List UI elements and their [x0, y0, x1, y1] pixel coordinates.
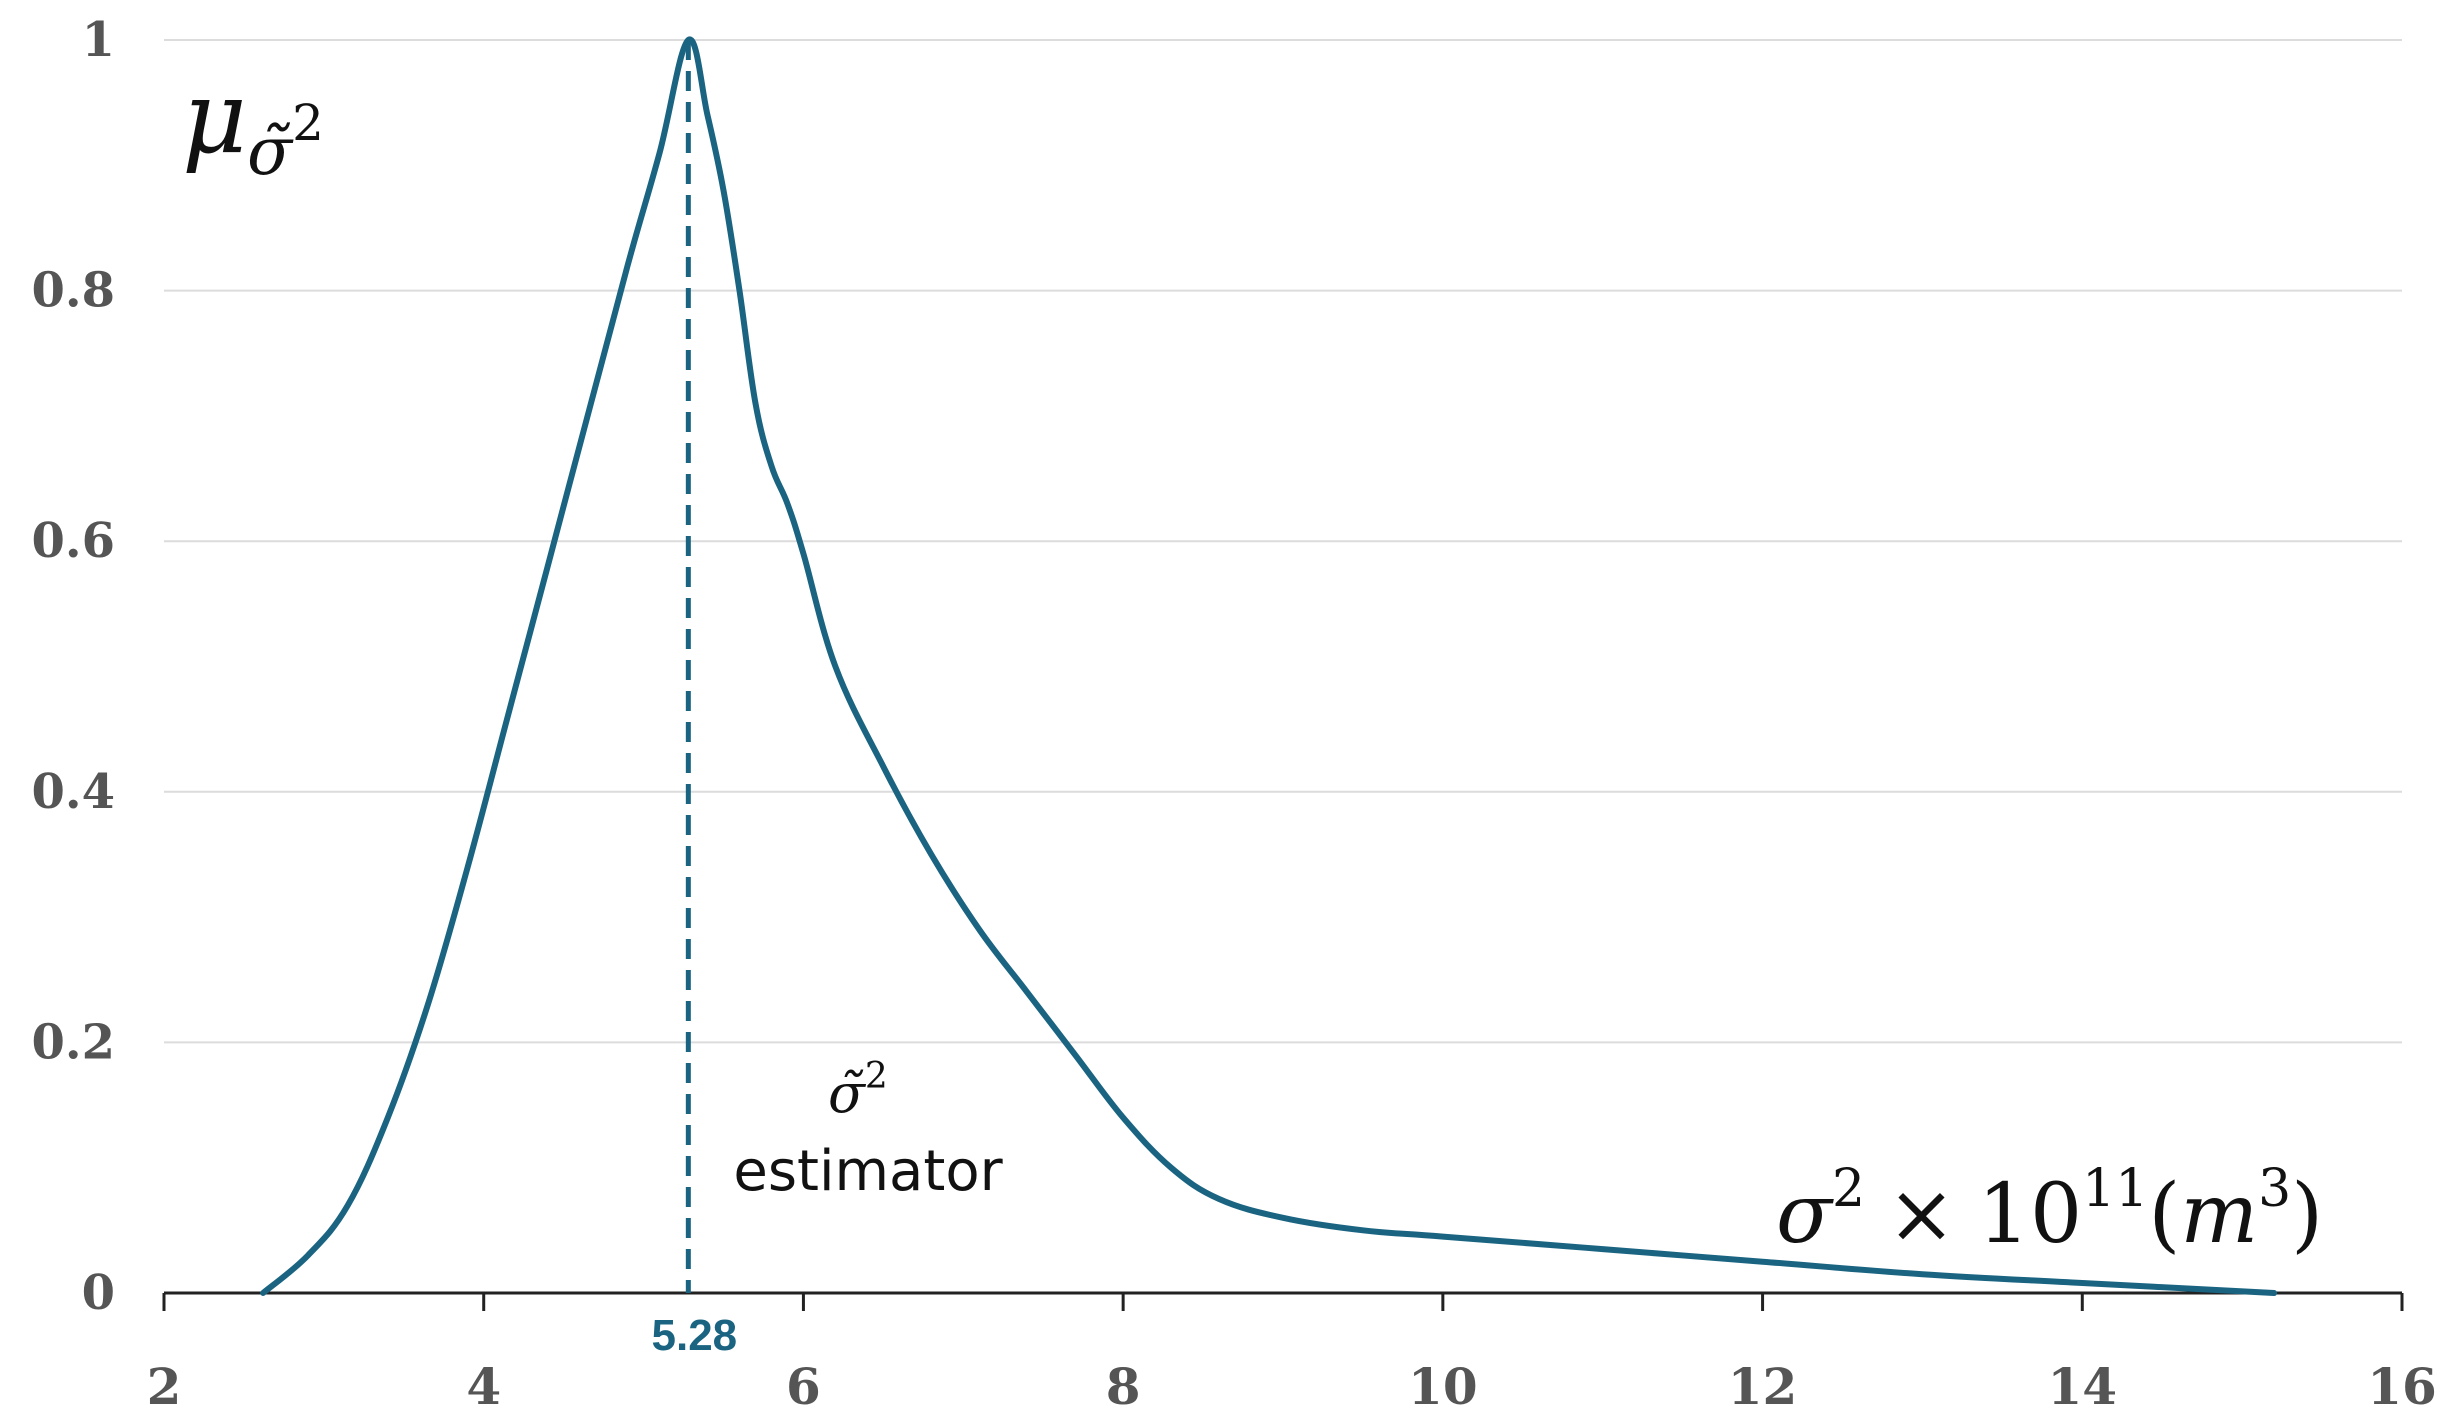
y-tick-labels: 0 0.2 0.4 0.6 0.8 1 — [31, 12, 115, 1321]
x-label-ten: 10 — [1978, 1167, 2082, 1262]
marker-value-label: 5.28 — [652, 1311, 738, 1360]
y-tick-label: 0.8 — [31, 263, 115, 319]
y-tick-label: 0.4 — [31, 764, 115, 820]
x-tick-label: 10 — [1408, 1357, 1478, 1416]
x-label-times: × — [1887, 1167, 1956, 1262]
x-tick-marks — [162, 1293, 2404, 1311]
x-label-unit: m — [2180, 1167, 2258, 1262]
x-label-base: σ — [1776, 1167, 1834, 1262]
x-label-unit-exp: 3 — [2258, 1159, 2291, 1219]
x-tick-label: 4 — [466, 1357, 501, 1416]
x-tick-label: 12 — [1728, 1357, 1798, 1416]
y-tick-label: 0 — [82, 1265, 115, 1321]
x-tick-label: 6 — [786, 1357, 821, 1416]
x-axis-label: σ2 × 1011(m3) — [1776, 1159, 2323, 1262]
y-label-symbol: μ — [182, 59, 247, 176]
x-tick-label: 8 — [1106, 1357, 1141, 1416]
x-label-base-exp: 2 — [1832, 1159, 1865, 1219]
x-tick-label: 16 — [2367, 1357, 2437, 1416]
x-label-unit-open: ( — [2148, 1167, 2180, 1262]
x-tick-label: 2 — [147, 1357, 182, 1416]
y-tick-label: 1 — [82, 12, 115, 68]
annotation-text: estimator — [733, 1139, 1003, 1204]
x-tick-label: 14 — [2047, 1357, 2117, 1416]
y-label-subscript-exp: 2 — [292, 94, 324, 152]
y-tick-label: 0.2 — [31, 1014, 115, 1070]
y-axis-label: μσ̃2 — [182, 59, 324, 190]
membership-curve — [260, 36, 2278, 1296]
annotation-symbol: σ̃2 — [828, 1056, 888, 1125]
x-tick-labels: 2 4 6 8 10 12 14 16 — [147, 1357, 2437, 1416]
y-label-subscript: σ̃ — [247, 113, 294, 190]
x-label-ten-exp: 11 — [2082, 1159, 2148, 1219]
annotation-exp: 2 — [865, 1056, 888, 1097]
x-label-unit-close: ) — [2291, 1167, 2323, 1262]
y-tick-label: 0.6 — [31, 513, 115, 569]
gridlines — [164, 39, 2402, 1044]
annotation-sigma: σ̃ — [828, 1062, 867, 1125]
